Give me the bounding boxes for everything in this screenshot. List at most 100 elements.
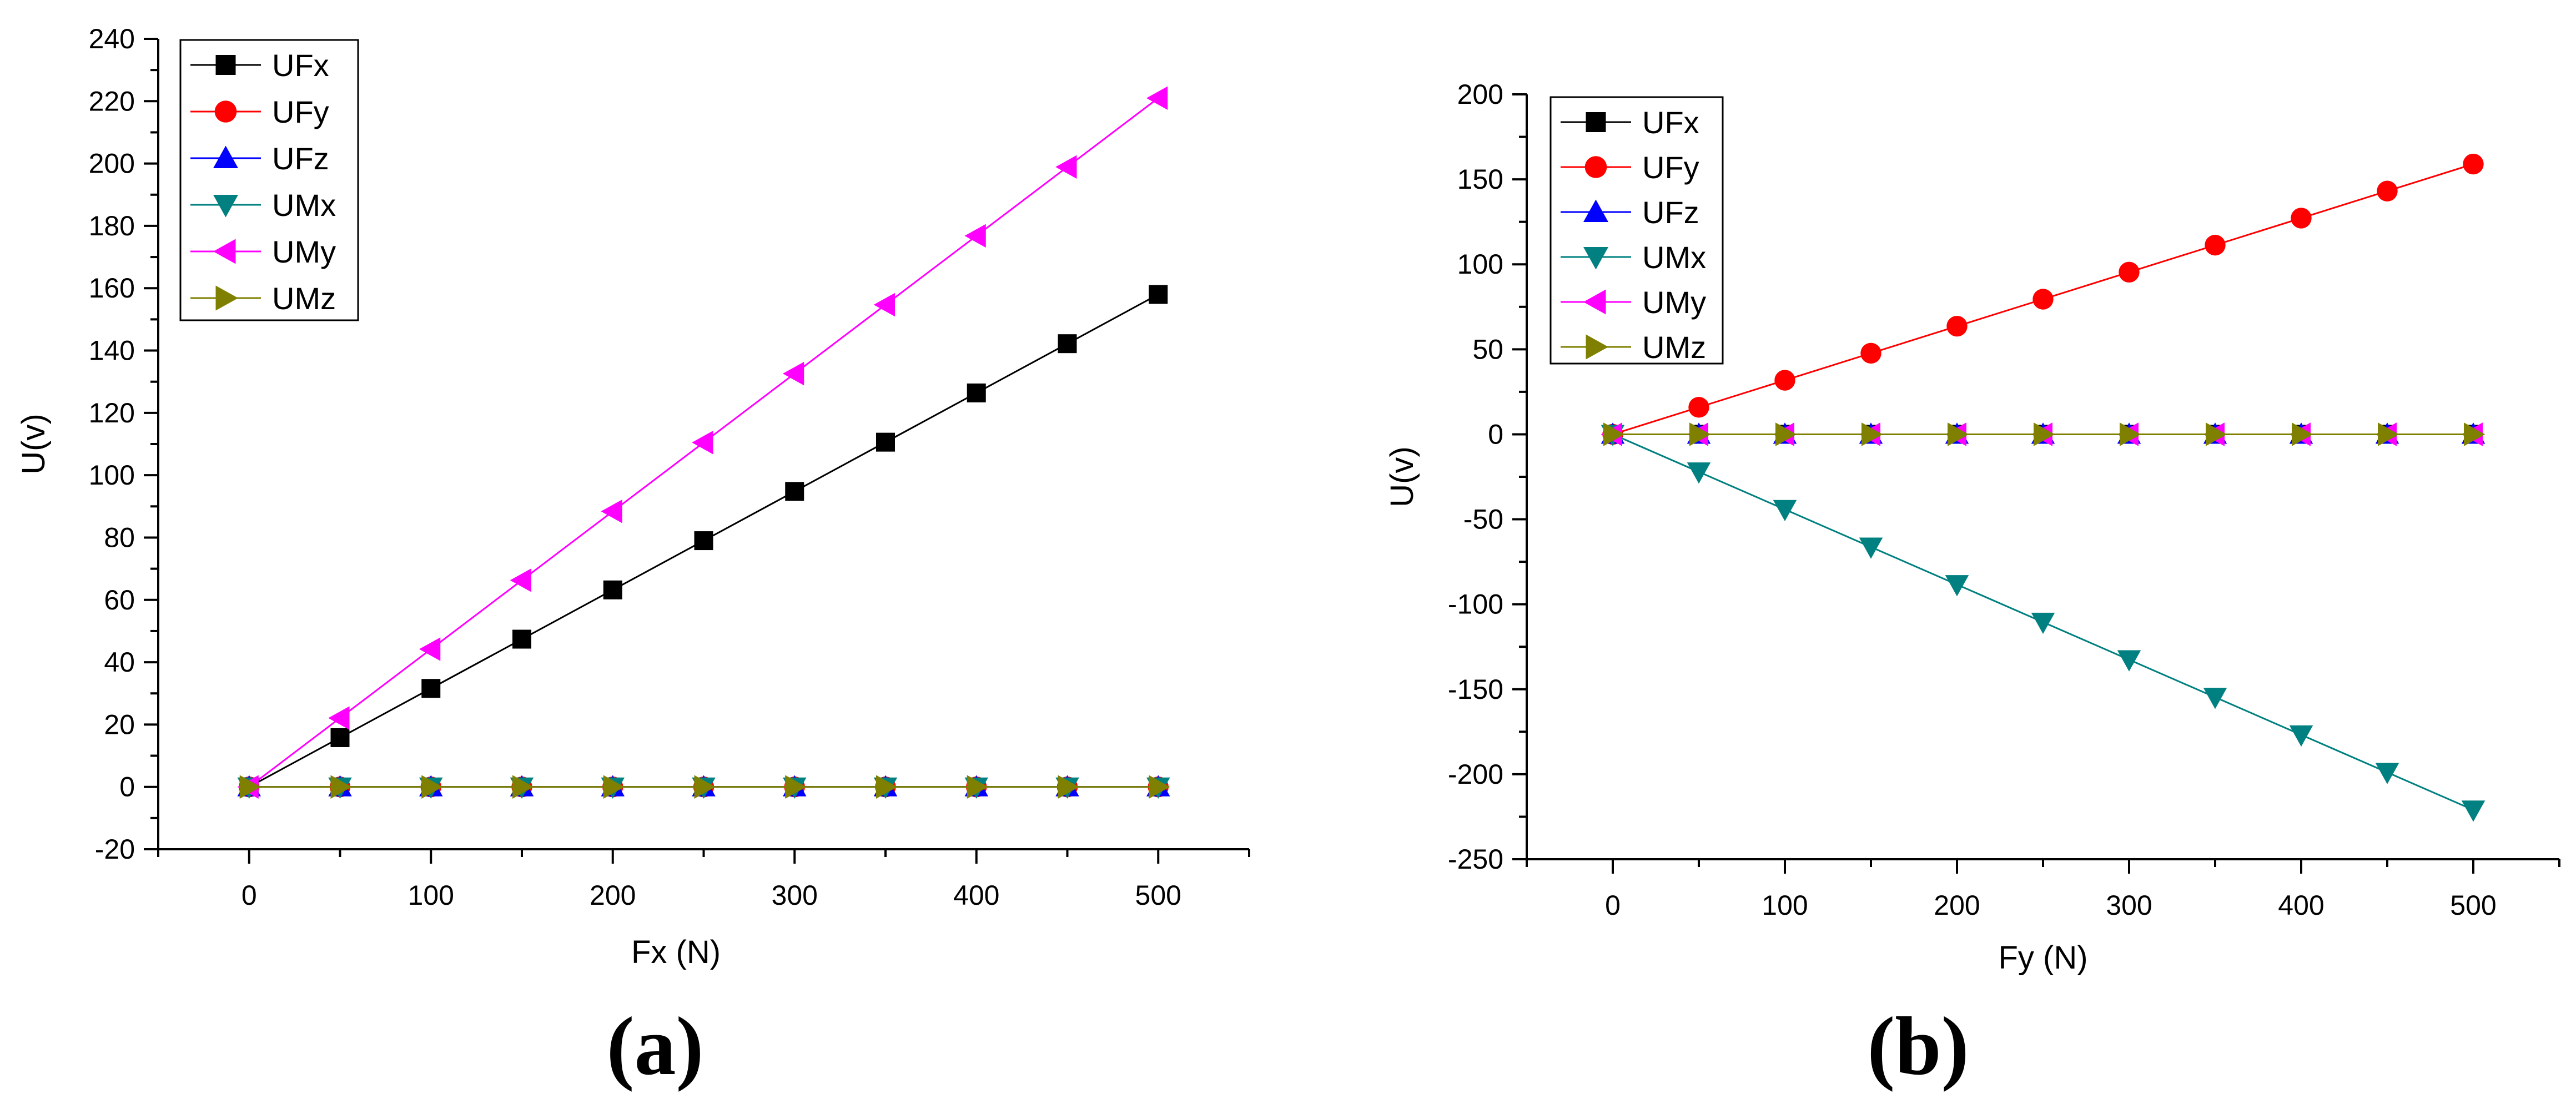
- legend-label: UFy: [272, 94, 329, 129]
- data-point: [239, 775, 261, 799]
- series-ufy: [1602, 153, 2484, 445]
- legend-marker: [213, 145, 238, 168]
- y-tick-label: 100: [1457, 249, 1503, 280]
- data-point: [964, 224, 986, 248]
- y-tick-label: 60: [104, 584, 135, 616]
- y-tick-label: -250: [1448, 844, 1503, 875]
- data-point: [2032, 289, 2054, 310]
- data-point: [512, 629, 531, 649]
- y-tick-label: 20: [104, 709, 135, 740]
- data-point: [512, 775, 534, 799]
- x-tick-label: 100: [408, 880, 454, 911]
- x-axis-label: Fx (N): [631, 934, 721, 970]
- y-axis-label: U(v): [16, 414, 52, 475]
- data-point: [2292, 422, 2313, 446]
- data-point: [1774, 370, 1795, 391]
- data-point: [1946, 315, 1968, 337]
- data-point: [2206, 422, 2227, 446]
- data-point: [421, 775, 443, 799]
- y-tick-label: 0: [119, 772, 135, 803]
- data-point: [1055, 155, 1077, 179]
- data-point: [2464, 422, 2486, 446]
- data-point: [2120, 422, 2141, 446]
- y-tick-label: -50: [1463, 504, 1503, 535]
- legend-marker: [1583, 289, 1606, 315]
- legend-marker: [1583, 199, 1608, 222]
- data-point: [2375, 763, 2399, 784]
- legend-marker: [215, 55, 236, 75]
- data-point: [2377, 180, 2398, 201]
- legend-marker: [215, 285, 238, 311]
- legend-box: [179, 39, 359, 321]
- legend: UFx UFy UFz UMx UMy UMz: [1549, 96, 1724, 365]
- y-tick-label: -20: [95, 834, 135, 865]
- data-point: [2289, 725, 2313, 747]
- data-point: [692, 430, 713, 455]
- x-tick-label: 500: [1135, 880, 1181, 911]
- panel-label: (a): [607, 1000, 704, 1092]
- series-umz: [1603, 422, 2486, 446]
- x-tick-label: 0: [1605, 890, 1621, 921]
- y-tick-label: 50: [1472, 334, 1503, 365]
- data-point: [1149, 775, 1170, 799]
- y-axis-label: U(v): [1384, 446, 1420, 507]
- data-point: [2117, 650, 2141, 672]
- legend-label: UFz: [272, 141, 329, 176]
- y-tick-label: -200: [1448, 759, 1503, 790]
- x-tick-label: 300: [2106, 890, 2152, 921]
- y-tick-label: 150: [1457, 164, 1503, 195]
- y-tick-label: 200: [1457, 79, 1503, 110]
- y-tick-label: 0: [1488, 419, 1503, 450]
- data-point: [1058, 775, 1079, 799]
- y-tick-label: 200: [89, 148, 135, 179]
- y-tick-label: -100: [1448, 589, 1503, 620]
- data-point: [1146, 86, 1168, 110]
- panel-label: (b): [1867, 1000, 1969, 1092]
- data-point: [1688, 397, 1709, 418]
- y-tick-label: -150: [1448, 674, 1503, 705]
- data-point: [1945, 575, 1969, 597]
- data-point: [1948, 422, 1969, 446]
- y-tick-label: 100: [89, 460, 135, 491]
- legend-label: UFx: [272, 48, 329, 83]
- data-point: [328, 706, 350, 730]
- data-point: [330, 775, 352, 799]
- data-point: [1860, 342, 1881, 364]
- data-point: [1775, 422, 1797, 446]
- series-umx: [1601, 425, 2486, 822]
- y-tick-label: 220: [89, 85, 135, 117]
- legend-label: UMz: [1642, 330, 1706, 365]
- data-point: [694, 531, 713, 551]
- x-tick-label: 200: [1934, 890, 1980, 921]
- data-point: [330, 728, 350, 747]
- y-tick-label: 120: [89, 397, 135, 429]
- data-point: [1058, 334, 1077, 354]
- data-point: [876, 775, 898, 799]
- data-point: [783, 361, 804, 386]
- x-tick-label: 100: [1762, 890, 1808, 921]
- data-point: [967, 383, 986, 402]
- data-point: [1687, 462, 1711, 484]
- y-tick-label: 80: [104, 522, 135, 553]
- data-point: [1773, 500, 1797, 522]
- data-point: [603, 580, 622, 599]
- legend-label: UMx: [1642, 240, 1706, 275]
- data-point: [419, 637, 441, 661]
- data-point: [694, 775, 716, 799]
- chart-panel-a: 0 100 200 300 400 500 -20 0 20 40 60 80 100 120 140 160…: [16, 23, 1250, 1092]
- x-tick-label: 400: [953, 880, 999, 911]
- data-point: [2291, 208, 2312, 229]
- data-point: [510, 568, 531, 592]
- y-tick-label: 180: [89, 210, 135, 241]
- legend-box: [1549, 96, 1724, 365]
- data-point: [1689, 422, 1711, 446]
- data-point: [1603, 422, 1625, 446]
- data-point: [603, 775, 625, 799]
- y-tick-label: 140: [89, 335, 135, 366]
- data-point: [876, 432, 895, 452]
- legend-label: UFx: [1642, 105, 1699, 140]
- data-point: [1861, 422, 1883, 446]
- legend-marker: [1584, 156, 1607, 178]
- data-point: [1149, 285, 1168, 304]
- data-point: [873, 293, 895, 317]
